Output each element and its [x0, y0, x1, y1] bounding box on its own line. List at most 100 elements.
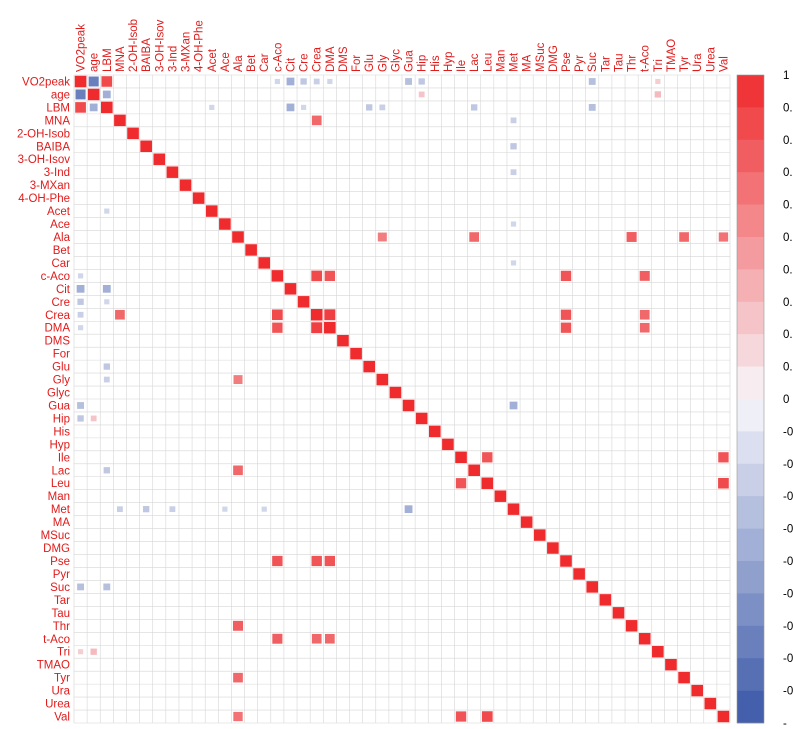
- cell-His-His: [428, 425, 441, 438]
- cell-Urea-Urea: [704, 697, 717, 710]
- column-label-Bet: Bet: [246, 54, 258, 72]
- row-label-Glyc: Glyc: [47, 388, 70, 400]
- row-label-Leu: Leu: [51, 478, 70, 490]
- cell-Crea-t-Aco: [639, 309, 650, 320]
- row-label-4-OH-Phe: 4-OH-Phe: [18, 193, 70, 205]
- cell-DMA-t-Aco: [639, 322, 650, 333]
- cell-Tyr-Ala: [233, 672, 243, 683]
- cell-LBM-Lac: [470, 104, 478, 111]
- cell-DMA-VO2peak: [77, 325, 84, 331]
- cell-BAIBA-BAIBA: [140, 140, 152, 153]
- legend-tick-label: -0: [783, 459, 793, 471]
- cell-DMA-c-Aco: [272, 322, 283, 333]
- legend-band: [737, 269, 764, 303]
- column-label-VO2peak: VO2peak: [76, 24, 88, 72]
- cell-Met-3-Ind: [169, 506, 176, 513]
- column-label-Val: Val: [718, 56, 730, 72]
- cell-Met-MNA: [117, 506, 123, 513]
- cell-Met-Gua: [404, 505, 413, 514]
- column-label-TMAO: TMAO: [666, 39, 678, 72]
- cell-Acet-LBM: [104, 208, 110, 214]
- column-label-Tau: Tau: [613, 53, 625, 72]
- cell-Cit-VO2peak: [76, 285, 85, 293]
- row-label-His: His: [53, 426, 70, 438]
- cell-Tau-Tau: [612, 607, 625, 619]
- cell-Hyp-Hyp: [442, 438, 454, 451]
- cell-age-Tri: [654, 91, 662, 98]
- cell-Ala-Ala: [232, 231, 244, 243]
- row-label-Thr: Thr: [53, 621, 70, 633]
- cell-For-For: [350, 347, 362, 360]
- cell-3-Ind-3-Ind: [166, 166, 179, 178]
- cell-Tri-age: [90, 648, 97, 655]
- cell-Pyr-Pyr: [573, 568, 585, 580]
- cell-LBM-VO2peak: [75, 102, 86, 113]
- cell-2-OH-Isob-2-OH-Isob: [127, 127, 139, 140]
- cell-Leu-Ile: [455, 478, 467, 489]
- legend-tick-label: 0.: [783, 297, 793, 309]
- cell-age-VO2peak: [75, 89, 86, 100]
- legend-tick-label: 0.: [783, 167, 793, 179]
- cell-Gua-Met: [509, 401, 518, 410]
- cell-LBM-Cit: [286, 103, 295, 112]
- cell-VO2peak-c-Aco: [274, 78, 280, 85]
- cell-Suc-VO2peak: [77, 583, 84, 591]
- cell-Glu-LBM: [103, 363, 110, 370]
- cell-Leu-Leu: [481, 477, 494, 489]
- cell-Tri-VO2peak: [77, 649, 84, 655]
- column-label-Man: Man: [495, 50, 507, 72]
- row-label-3-MXan: 3-MXan: [30, 180, 70, 192]
- column-label-Ala: Ala: [233, 55, 245, 72]
- column-label-Tyr: Tyr: [679, 56, 691, 72]
- column-label-Cit: Cit: [285, 57, 297, 72]
- cell-Thr-Ala: [232, 620, 244, 631]
- legend-band: [737, 625, 764, 659]
- column-label-DMS: DMS: [338, 46, 350, 72]
- row-label-age: age: [51, 89, 70, 101]
- column-label-c-Aco: c-Aco: [272, 43, 284, 72]
- column-label-Tri: Tri: [653, 59, 665, 72]
- cell-MA-MA: [520, 516, 533, 528]
- row-label-Hip: Hip: [53, 413, 70, 425]
- legend-tick-label: 0.: [783, 264, 793, 276]
- legend-band: [737, 366, 764, 400]
- column-label-Cre: Cre: [299, 53, 311, 72]
- column-labels: VO2peak age LBM MNA 2-OH-Isob BAIBA 3-OH-Isov 3…: [76, 19, 731, 72]
- cell-DMG-DMG: [547, 542, 559, 554]
- legend-tick-label: 0: [783, 394, 789, 406]
- cell-Ile-Leu: [482, 452, 493, 463]
- row-label-MNA: MNA: [44, 115, 70, 127]
- cell-Gly-Gly: [376, 373, 389, 386]
- column-label-Gly: Gly: [377, 55, 389, 73]
- column-label-3-Ind: 3-Ind: [167, 46, 179, 72]
- cell-age-Hip: [418, 91, 425, 98]
- column-label-age: age: [89, 53, 101, 72]
- cell-VO2peak-LBM: [101, 76, 113, 87]
- cell-Tyr-Tyr: [678, 671, 690, 684]
- column-label-Crea: Crea: [312, 46, 324, 72]
- row-label-Bet: Bet: [53, 245, 71, 257]
- row-label-Val: Val: [54, 712, 70, 724]
- row-label-Tau: Tau: [51, 608, 70, 620]
- legend-tick-label: -0: [783, 491, 793, 503]
- legend-frame: [736, 74, 765, 724]
- cell-MNA-MNA: [114, 114, 126, 127]
- row-label-MSuc: MSuc: [41, 530, 71, 542]
- row-label-Ura: Ura: [51, 686, 70, 698]
- legend-tick-label: -0: [783, 686, 793, 698]
- legend-band: [737, 75, 764, 108]
- row-label-c-Aco: c-Aco: [41, 271, 70, 283]
- row-label-Man: Man: [48, 491, 70, 503]
- column-label-MA: MA: [522, 54, 534, 72]
- column-label-Glu: Glu: [364, 54, 376, 72]
- column-label-Pyr: Pyr: [574, 55, 586, 72]
- cell-Ala-Val: [718, 232, 729, 242]
- cell-Crea-VO2peak: [77, 311, 84, 318]
- column-label-Ura: Ura: [692, 53, 704, 72]
- cell-Crea-Pse: [560, 309, 572, 320]
- column-label-MNA: MNA: [115, 46, 127, 72]
- legend-tick-label: -: [783, 718, 787, 729]
- legend-tick-label: -0: [783, 556, 793, 568]
- legend-tick-label: -0: [783, 621, 793, 633]
- cell-VO2peak-Cre: [300, 78, 307, 85]
